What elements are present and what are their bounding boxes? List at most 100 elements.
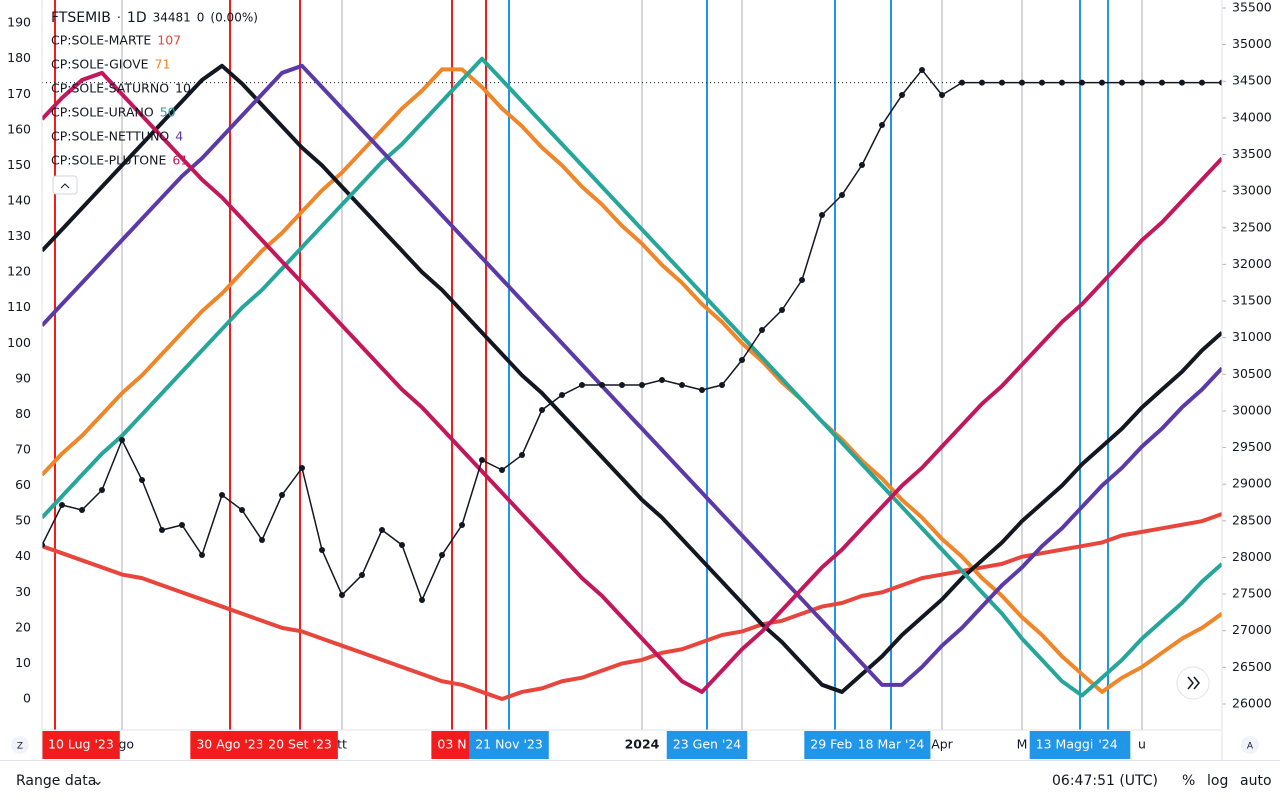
interval: 1D	[127, 10, 147, 26]
event-label: 29 Feb '	[810, 737, 859, 752]
price-point	[799, 277, 805, 284]
y-tick-label: 90	[15, 370, 31, 385]
y-tick-label: 190	[7, 15, 31, 30]
change: 0	[197, 11, 205, 25]
grid	[121, 0, 1143, 730]
price-point	[359, 572, 365, 579]
y2-tick-label: 28000	[1232, 549, 1272, 564]
price-point	[639, 382, 645, 389]
series-line	[42, 63, 1222, 687]
y2-tick-label: 30000	[1232, 402, 1272, 417]
price-point	[239, 506, 245, 513]
legend: FTSEMIB · 1D 34481 0 (0.00%) CP:SOLE-MARTE 107 C…	[51, 10, 258, 168]
y-tick-label: 140	[7, 192, 31, 207]
price-point	[279, 492, 285, 499]
y-tick-label: 100	[7, 335, 31, 350]
event-label-box	[42, 731, 120, 759]
price-point	[659, 377, 665, 384]
price-point	[219, 492, 225, 499]
price-point	[59, 502, 65, 509]
chart: 0102030405060708090100110120130140150160…	[7, 0, 1272, 760]
y2-tick-label: 34000	[1232, 109, 1272, 124]
y2-tick-label: 35000	[1232, 36, 1272, 51]
legend-toggle[interactable]	[52, 175, 78, 195]
y-tick-label: 50	[15, 513, 31, 528]
series-line	[42, 70, 1222, 694]
y-tick-label: 110	[7, 299, 31, 314]
price-point	[739, 357, 745, 364]
y-tick-label: 60	[15, 477, 31, 492]
y-tick-label: 130	[7, 228, 31, 243]
legend-value: 10	[175, 81, 191, 96]
price-point	[1059, 79, 1065, 86]
price-point	[819, 212, 825, 219]
price-point	[119, 437, 125, 444]
x-tick-label: u	[1138, 737, 1146, 752]
y-tick-label: 40	[15, 548, 31, 563]
legend-value: 4	[175, 129, 183, 144]
y2-tick-label: 28500	[1232, 512, 1272, 527]
event-label: 23 Gen '24	[673, 737, 742, 752]
price-point	[879, 121, 885, 128]
legend-value: 50	[160, 105, 176, 120]
y2-tick-label: 29000	[1232, 476, 1272, 491]
legend-name: CP:SOLE-SATURNO	[51, 81, 169, 96]
range-button[interactable]: Range data	[16, 773, 97, 789]
price-point	[99, 486, 105, 493]
price-point	[859, 161, 865, 168]
separator: ·	[117, 10, 121, 25]
event-label-box	[851, 731, 931, 759]
event-label-box	[262, 731, 338, 759]
price-point	[459, 522, 465, 529]
events	[54, 0, 1109, 730]
y2-tick-label: 27500	[1232, 586, 1272, 601]
y2-tick-label: 35500	[1232, 0, 1272, 14]
corner-label: A	[1247, 742, 1254, 752]
legend-name: CP:SOLE-PLUTONE	[51, 153, 166, 168]
event-label: 30 Ago '23	[196, 737, 263, 752]
series-line	[42, 512, 1222, 702]
series-line	[42, 67, 1222, 694]
price-point	[339, 592, 345, 599]
y2-tick-label: 32000	[1232, 256, 1272, 271]
y-tick-label: 0	[23, 691, 31, 706]
price-point	[439, 552, 445, 559]
log-button[interactable]: log	[1207, 773, 1229, 789]
percent-button[interactable]: %	[1182, 773, 1196, 789]
corner-button[interactable]	[1241, 736, 1259, 754]
price-point	[1019, 79, 1025, 86]
legend-name: CP:SOLE-GIOVE	[51, 57, 149, 72]
price-point	[1099, 79, 1105, 86]
legend-name: CP:SOLE-MARTE	[51, 33, 151, 48]
corner-label: Z	[17, 742, 23, 752]
auto-button[interactable]: auto	[1240, 773, 1272, 789]
price-point	[1159, 79, 1165, 86]
price-point	[619, 382, 625, 389]
event-label-box	[431, 731, 473, 759]
time: 06:47:51 (UTC)	[1052, 773, 1159, 789]
y-tick-label: 180	[7, 50, 31, 65]
price-point	[1119, 79, 1125, 86]
event-label-box	[666, 731, 748, 759]
y-tick-label: 120	[7, 264, 31, 279]
price-point	[319, 546, 325, 553]
price-point	[719, 382, 725, 389]
x-tick-label: 2024	[625, 737, 660, 752]
event-label-box	[190, 731, 270, 759]
corner-button[interactable]	[11, 736, 29, 754]
event-label-box	[469, 731, 549, 759]
y-tick-label: 170	[7, 86, 31, 101]
price-point	[499, 466, 505, 473]
y2-tick-label: 32500	[1232, 219, 1272, 234]
price-point	[42, 542, 45, 549]
price-point	[179, 522, 185, 529]
price-point	[939, 92, 945, 99]
price-point	[199, 552, 205, 559]
price-point	[1179, 79, 1185, 86]
price-point	[979, 79, 985, 86]
price-point	[839, 192, 845, 199]
price-point	[759, 326, 765, 333]
event-label: 21 Nov '23	[475, 737, 543, 752]
price-point	[1219, 79, 1222, 86]
axes: 0102030405060708090100110120130140150160…	[7, 0, 1272, 759]
